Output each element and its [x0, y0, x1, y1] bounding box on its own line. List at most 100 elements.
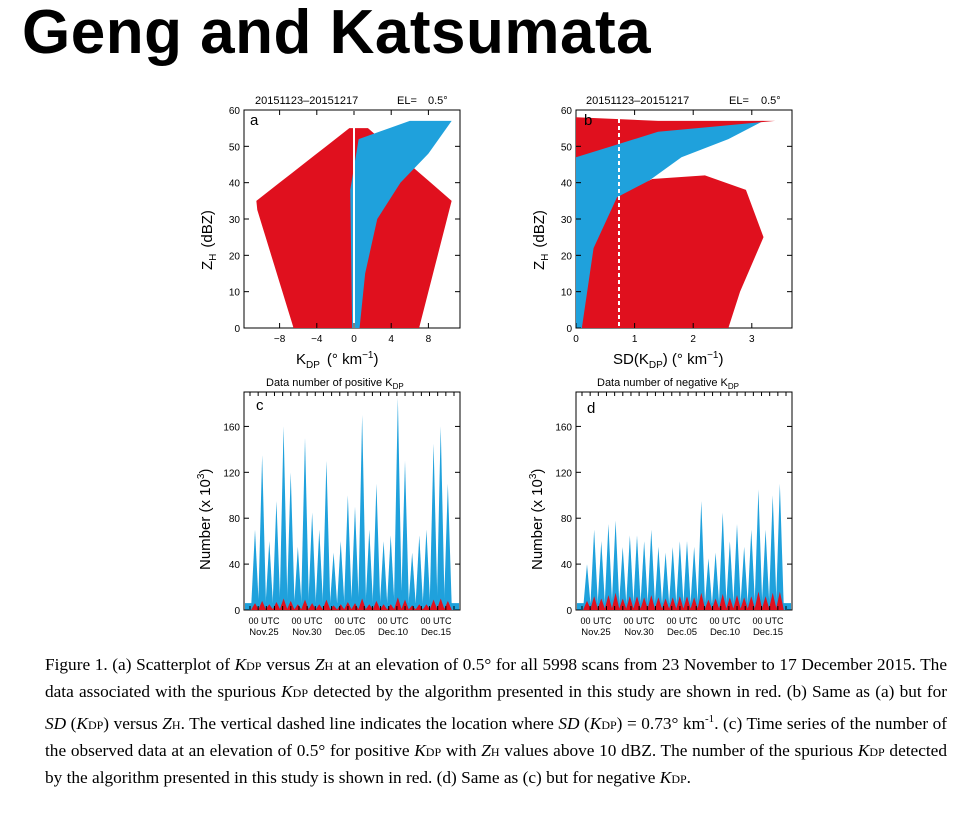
panel-c-ytick-label: 40 [229, 560, 241, 571]
panel-d-area [577, 483, 791, 610]
panel-d-xtick-label-time: 00 UTC [752, 616, 784, 626]
panel-d-observed-spike [775, 483, 784, 610]
panel-d-observed-spike [747, 529, 756, 610]
panel-b-el-value: 0.5° [761, 95, 781, 107]
panel-d-spurious-spike [640, 597, 649, 610]
panel-a-ytick-label: 0 [234, 324, 240, 335]
panel-b-spurious-upper [576, 117, 776, 158]
panel-c-observed-spike [393, 397, 402, 610]
panel-c-ytick-label: 80 [229, 514, 241, 525]
panel-a-observed-region [350, 120, 452, 329]
panel-c-observed-spike [272, 501, 281, 610]
panel-b-el-label: EL= [729, 95, 749, 107]
panel-d-xtick-label-date: Nov.25 [581, 627, 610, 638]
panel-c-observed-spike [415, 535, 424, 610]
panel-d-ylabel: Number (x 103) [528, 469, 546, 570]
panel-d-spurious-spike [647, 595, 656, 610]
panel-c-spurious-spike [429, 599, 438, 610]
panel-d-xtick-label-time: 00 UTC [666, 616, 698, 626]
panel-d-observed-spike [754, 489, 763, 610]
panel-c-observed-spike [422, 529, 431, 610]
panel-d-observed-spike [740, 546, 749, 610]
figure-panels: 20151123–20151217 EL= 0.5° a 01020304050… [196, 95, 793, 638]
panel-d-spurious-spike [683, 596, 691, 610]
panel-c-spurious-spike [343, 601, 352, 610]
panel-c-spurious-spike [336, 604, 345, 610]
panel-d-spurious-spike [768, 592, 777, 610]
panel-d-spurious-spike [611, 592, 620, 610]
panel-c-spurious-spike [408, 605, 417, 610]
panel-d-observed-spike [618, 546, 627, 610]
panel-a: 20151123–20151217 EL= 0.5° a 01020304050… [199, 95, 461, 371]
panel-d-spurious-spike [740, 597, 749, 610]
panel-c-observed-spike [401, 460, 409, 610]
panel-d-observed-spike [768, 495, 777, 610]
panel-d-spurious-spike [718, 593, 727, 610]
panel-c-xtick-label-date: Nov.30 [292, 627, 321, 638]
panel-c-spurious-spike [401, 599, 409, 610]
panel-b-date-range: 20151123–20151217 [586, 95, 689, 107]
panel-c-xtick-label-date: Dec.10 [378, 627, 408, 638]
figure-caption: Figure 1. (a) Scatterplot of KDP versus … [45, 655, 948, 787]
panel-d-xtick-label-date: Dec.15 [753, 627, 783, 638]
panel-c-observed-spike [329, 552, 338, 610]
panel-b-letter: b [584, 112, 592, 129]
panel-d-spurious-spike [711, 598, 720, 610]
panel-d-observed-spike [611, 520, 620, 610]
panel-c-observed-spike [293, 546, 302, 610]
panel-c-observed-spike [408, 552, 417, 610]
panel-c-observed-spike [251, 529, 259, 610]
panel-c-spurious-spike [258, 600, 267, 610]
panel-b-spurious-region [581, 175, 764, 328]
panel-c-xtick-label-time: 00 UTC [248, 616, 280, 626]
panel-c-xtick-label-date: Dec.15 [421, 627, 451, 638]
panel-c-xtick-label-time: 00 UTC [420, 616, 452, 626]
panel-a-date-range: 20151123–20151217 [255, 95, 358, 107]
panel-d-spurious-spike [654, 597, 663, 610]
panel-d: Data number of negative KDP d 0 40 80 120 16… [528, 377, 793, 638]
panel-c-observed-spike [358, 414, 367, 610]
panel-b-axes: 0 10 20 30 40 50 60 0 1 2 3 [561, 106, 792, 345]
panel-a-el-value: 0.5° [428, 95, 448, 107]
panel-c-spurious-spike [422, 604, 431, 610]
panel-c-observed-spike [343, 495, 352, 610]
panel-d-ytick-label: 160 [555, 422, 572, 433]
panel-d-observed-spike [675, 541, 684, 610]
panel-d-spurious-spike [697, 592, 706, 610]
panel-c-title: Data number of positive KDP [266, 377, 404, 391]
panel-d-observed-spike [690, 546, 699, 610]
panel-c-observed-spike [258, 455, 267, 610]
panel-d-observed-spike [683, 541, 691, 610]
panel-c-ylabel: Number (x 103) [196, 469, 214, 570]
panel-c-observed-spike [429, 443, 438, 610]
panel-a-xtick-label: 8 [426, 334, 432, 345]
panel-c-spurious-spike [365, 604, 374, 610]
panel-d-spurious-spike [618, 598, 627, 610]
panel-a-ytick-label: 20 [229, 251, 241, 262]
panel-d-observed-spike [604, 523, 613, 610]
panel-c: Data number of positive KDP c 0 40 80 120 16… [196, 377, 461, 638]
panel-c-ytick-label: 0 [234, 606, 240, 617]
panel-d-xtick-label-date: Dec.10 [710, 627, 740, 638]
panel-d-observed-spike [625, 535, 634, 610]
panel-d-spurious-spike [668, 597, 677, 610]
panel-c-xtick-label-time: 00 UTC [334, 616, 366, 626]
panel-c-observed-spike [315, 529, 324, 610]
panel-d-observed-spike [647, 529, 656, 610]
panel-c-observed-spike [286, 472, 295, 610]
panel-d-spurious-spike [597, 598, 606, 610]
panel-b-xtick-label: 3 [749, 334, 755, 345]
panel-d-spurious-spike [725, 597, 734, 610]
panel-d-spurious-spike [704, 599, 713, 610]
panel-c-observed-spike [379, 541, 388, 610]
panel-c-spurious-spike [372, 600, 381, 610]
panel-c-observed-spike [365, 529, 374, 610]
panel-c-spurious-spike [286, 600, 295, 610]
slide-title: Geng and Katsumata [22, 0, 652, 67]
panel-d-spurious-spike [625, 596, 634, 610]
panel-d-spurious-spike [761, 596, 770, 610]
panel-c-ytick-label: 160 [223, 422, 240, 433]
panel-d-observed-spike [654, 546, 663, 610]
